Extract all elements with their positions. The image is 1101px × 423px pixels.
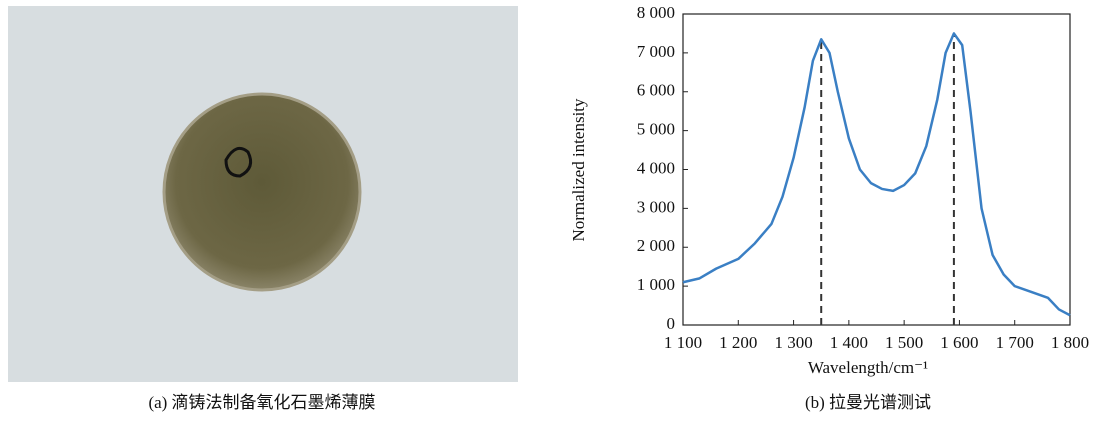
- y-axis-label: Normalized intensity: [569, 98, 588, 242]
- figure: (a) 滴铸法制备氧化石墨烯薄膜 Wavelength/cm⁻¹ Normali…: [0, 0, 1101, 418]
- y-tick-label: 2 000: [637, 236, 675, 255]
- x-tick-label: 1 200: [719, 333, 757, 352]
- y-tick-label: 0: [667, 314, 676, 333]
- page: (a) 滴铸法制备氧化石墨烯薄膜 Wavelength/cm⁻¹ Normali…: [0, 0, 1101, 423]
- y-tick-label: 8 000: [637, 3, 675, 22]
- chart-caption: (b) 拉曼光谱测试: [805, 393, 931, 412]
- y-tick-label: 1 000: [637, 275, 675, 294]
- spectrum-line: [683, 33, 1070, 315]
- x-tick-label: 1 600: [940, 333, 978, 352]
- y-tick-label: 5 000: [637, 120, 675, 139]
- x-tick-label: 1 500: [885, 333, 923, 352]
- y-tick-label: 4 000: [637, 158, 675, 177]
- plot-frame: [683, 14, 1070, 325]
- y-tick-label: 7 000: [637, 42, 675, 61]
- x-tick-label: 1 300: [774, 333, 812, 352]
- x-axis-label: Wavelength/cm⁻¹: [808, 358, 928, 377]
- x-tick-label: 1 700: [996, 333, 1034, 352]
- x-tick-label: 1 800: [1051, 333, 1089, 352]
- petri-dish: [164, 94, 360, 290]
- y-tick-label: 3 000: [637, 197, 675, 216]
- photo-caption: (a) 滴铸法制备氧化石墨烯薄膜: [148, 393, 375, 412]
- x-tick-label: 1 400: [830, 333, 868, 352]
- y-tick-label: 6 000: [637, 81, 675, 100]
- x-tick-label: 1 100: [664, 333, 702, 352]
